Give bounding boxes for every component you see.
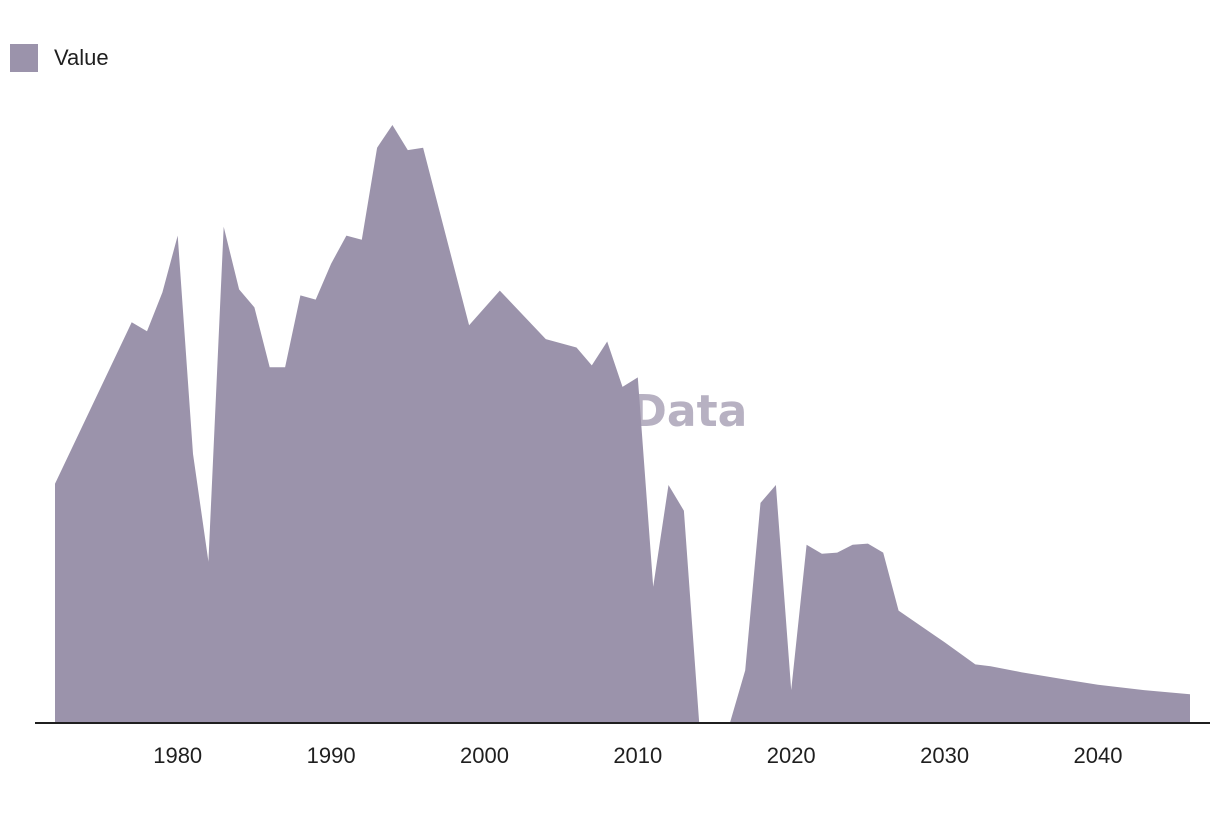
x-tick-label-2000: 2000 xyxy=(460,743,509,768)
legend-label: Value xyxy=(54,45,109,70)
legend: Value xyxy=(10,44,109,72)
area-segment-1-1 xyxy=(55,125,700,723)
x-tick-label-2030: 2030 xyxy=(920,743,969,768)
x-tick-label-2020: 2020 xyxy=(767,743,816,768)
area-segment-1-2 xyxy=(729,485,1190,723)
x-axis-ticks: 1980 1990 2000 2010 2020 2030 2040 xyxy=(153,743,1122,768)
area-series xyxy=(55,125,1190,723)
x-tick-label-1990: 1990 xyxy=(307,743,356,768)
legend-swatch xyxy=(10,44,38,72)
x-tick-label-1980: 1980 xyxy=(153,743,202,768)
x-tick-label-2010: 2010 xyxy=(613,743,662,768)
x-tick-label-2040: 2040 xyxy=(1074,743,1123,768)
